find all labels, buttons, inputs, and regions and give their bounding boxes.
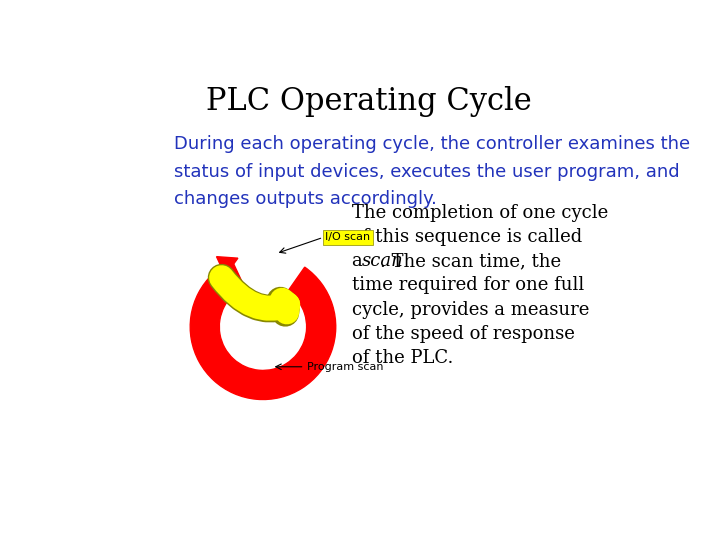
Wedge shape [190,261,336,400]
Text: Program scan: Program scan [307,362,383,372]
Text: . The scan time, the: . The scan time, the [380,252,562,271]
Text: time required for one full: time required for one full [352,276,585,294]
Text: cycle, provides a measure: cycle, provides a measure [352,301,590,319]
Text: PLC Operating Cycle: PLC Operating Cycle [206,85,532,117]
Text: status of input devices, executes the user program, and: status of input devices, executes the us… [174,163,679,180]
Text: a: a [352,252,369,271]
Text: of this sequence is called: of this sequence is called [352,228,582,246]
Text: During each operating cycle, the controller examines the: During each operating cycle, the control… [174,136,690,153]
Text: of the PLC.: of the PLC. [352,349,454,367]
Text: of the speed of response: of the speed of response [352,325,575,343]
Text: The completion of one cycle: The completion of one cycle [352,204,608,222]
Text: scan: scan [361,252,403,271]
Text: I/O scan: I/O scan [325,232,371,242]
Text: changes outputs accordingly.: changes outputs accordingly. [174,190,436,207]
Polygon shape [217,256,238,275]
